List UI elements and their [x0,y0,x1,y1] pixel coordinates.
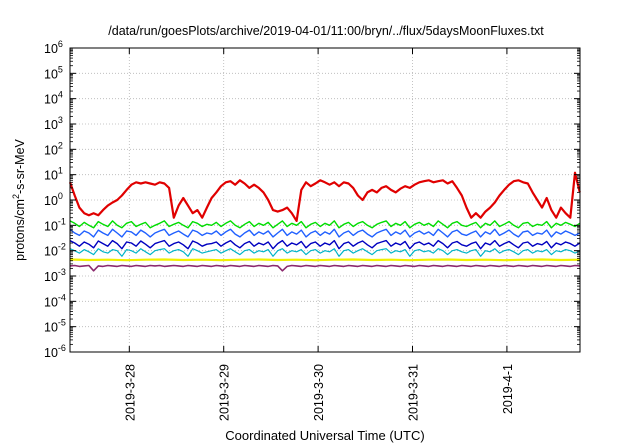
y-tick-base: 10 [44,245,58,259]
x-tick-label: 2019-3-30 [312,364,326,421]
y-tick-exponent: 3 [58,115,63,125]
x-tick-label: 2019-4-1 [501,364,515,414]
y-tick-base: 10 [44,93,58,107]
y-axis-ticks: 10-610-510-410-310-210-11001011021031041… [44,39,580,360]
y-tick-exponent: -3 [58,267,66,277]
y-axis-label-rest: -s-sr-MeV [13,138,27,194]
x-axis-label: Coordinated Universal Time (UTC) [225,428,424,443]
y-tick-base: 10 [44,270,58,284]
y-tick-label: 104 [44,90,63,107]
y-tick-exponent: -5 [58,318,66,328]
y-tick-base: 10 [44,143,58,157]
y-tick-label: 10-1 [44,216,66,233]
y-tick-exponent: 2 [58,140,63,150]
y-tick-base: 10 [44,118,58,132]
y-tick-label: 10-6 [44,343,66,360]
chart-title: /data/run/goesPlots/archive/2019-04-01/1… [108,24,544,38]
y-tick-label: 10-5 [44,318,66,335]
series-line-4 [69,239,581,250]
y-tick-label: 101 [44,166,63,183]
y-tick-base: 10 [44,219,58,233]
y-tick-base: 10 [44,346,58,360]
y-tick-base: 10 [44,194,58,208]
series-line-5 [69,258,580,262]
y-tick-base: 10 [44,295,58,309]
series-line-2 [69,228,581,238]
x-tick-label: 2019-3-29 [218,364,232,421]
y-tick-label: 100 [44,191,63,208]
data-series [68,171,581,272]
y-tick-label: 103 [44,115,63,132]
series-line-3 [69,248,581,257]
x-tick-label: 2019-3-28 [123,364,137,421]
y-tick-base: 10 [44,67,58,81]
y-tick-exponent: -2 [58,242,66,252]
x-axis-ticks: 2019-3-28 2019-3-29 2019-3-30 2019-3-31 2019… [123,48,515,421]
y-tick-exponent: 6 [58,39,63,49]
y-tick-base: 10 [44,42,58,56]
y-tick-exponent: -1 [58,216,66,226]
y-tick-exponent: 5 [58,64,63,74]
y-tick-exponent: -4 [58,292,66,302]
y-tick-label: 106 [44,39,63,56]
series-line-6 [69,264,580,272]
y-tick-exponent: 1 [58,166,63,176]
y-axis-label-main: protons/cm [13,199,27,261]
series-line-0 [68,171,581,222]
y-tick-label: 105 [44,64,63,81]
series-line-1 [69,220,581,229]
y-tick-label: 10-3 [44,267,66,284]
y-tick-base: 10 [44,321,58,335]
x-tick-label: 2019-3-31 [407,364,421,421]
y-tick-label: 10-2 [44,242,66,259]
y-tick-label: 10-4 [44,292,66,309]
y-tick-base: 10 [44,169,58,183]
y-axis-label-superscript: 2 [11,194,21,199]
y-tick-exponent: 4 [58,90,63,100]
y-axis-label: protons/cm2-s-sr-MeV [11,138,27,260]
y-tick-exponent: -6 [58,343,66,353]
y-tick-label: 102 [44,140,63,157]
y-tick-exponent: 0 [58,191,63,201]
